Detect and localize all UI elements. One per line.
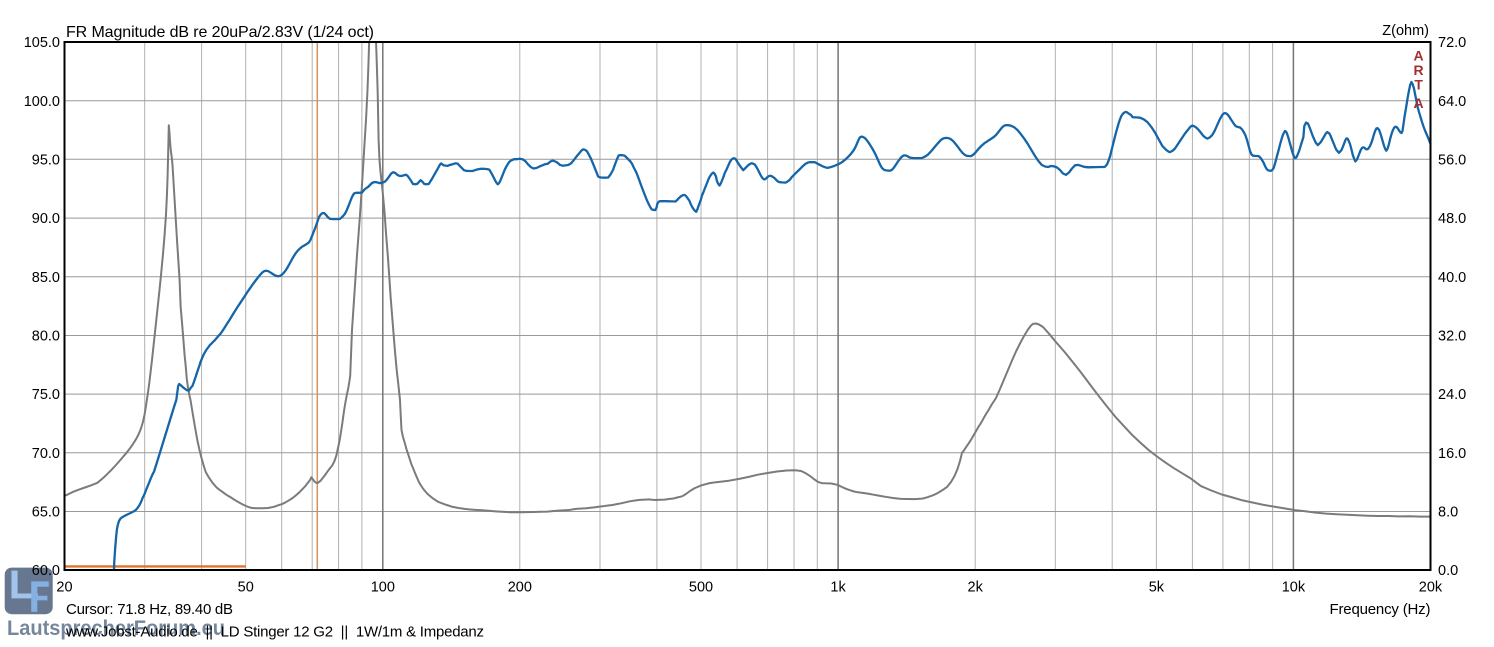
svg-text:www.Jobst-Audio.de || LD Sti: www.Jobst-Audio.de || LD Stinger 12 G2 |… <box>65 624 484 641</box>
svg-text:Cursor: 71.8 Hz, 89.40 dB: Cursor: 71.8 Hz, 89.40 dB <box>66 601 233 618</box>
svg-text:LautsprecherForum.eu: LautsprecherForum.eu <box>7 616 225 640</box>
svg-text:70.0: 70.0 <box>32 446 60 462</box>
svg-text:24.0: 24.0 <box>1438 387 1466 403</box>
svg-text:10k: 10k <box>1282 580 1306 596</box>
svg-text:0.0: 0.0 <box>1438 563 1458 579</box>
svg-text:FR Magnitude dB re 20uPa/2.83V: FR Magnitude dB re 20uPa/2.83V (1/24 oct… <box>66 24 374 41</box>
svg-text:64.0: 64.0 <box>1438 94 1466 110</box>
svg-text:65.0: 65.0 <box>32 505 60 521</box>
svg-text:T: T <box>1414 77 1423 93</box>
svg-text:20k: 20k <box>1419 580 1443 596</box>
svg-text:R: R <box>1414 62 1424 78</box>
svg-text:48.0: 48.0 <box>1438 211 1466 227</box>
svg-text:2k: 2k <box>968 580 984 596</box>
svg-text:40.0: 40.0 <box>1438 270 1466 286</box>
svg-text:60.0: 60.0 <box>32 563 60 579</box>
svg-text:80.0: 80.0 <box>32 329 60 345</box>
svg-text:72.0: 72.0 <box>1438 35 1466 51</box>
svg-text:Z(ohm): Z(ohm) <box>1382 23 1429 39</box>
svg-text:16.0: 16.0 <box>1438 446 1466 462</box>
svg-text:20: 20 <box>56 580 72 596</box>
svg-text:50: 50 <box>238 580 254 596</box>
svg-text:56.0: 56.0 <box>1438 153 1466 169</box>
svg-text:105.0: 105.0 <box>24 35 60 51</box>
svg-text:95.0: 95.0 <box>32 153 60 169</box>
svg-text:200: 200 <box>508 580 532 596</box>
svg-text:75.0: 75.0 <box>32 387 60 403</box>
svg-text:Frequency (Hz): Frequency (Hz) <box>1330 601 1431 618</box>
svg-text:A: A <box>1414 48 1424 64</box>
svg-text:5k: 5k <box>1149 580 1165 596</box>
svg-text:500: 500 <box>689 580 713 596</box>
svg-text:1k: 1k <box>830 580 846 596</box>
svg-text:A: A <box>1414 95 1424 111</box>
svg-text:32.0: 32.0 <box>1438 329 1466 345</box>
svg-text:100: 100 <box>371 580 395 596</box>
svg-text:8.0: 8.0 <box>1438 505 1458 521</box>
svg-text:90.0: 90.0 <box>32 211 60 227</box>
svg-text:100.0: 100.0 <box>24 94 60 110</box>
svg-text:85.0: 85.0 <box>32 270 60 286</box>
